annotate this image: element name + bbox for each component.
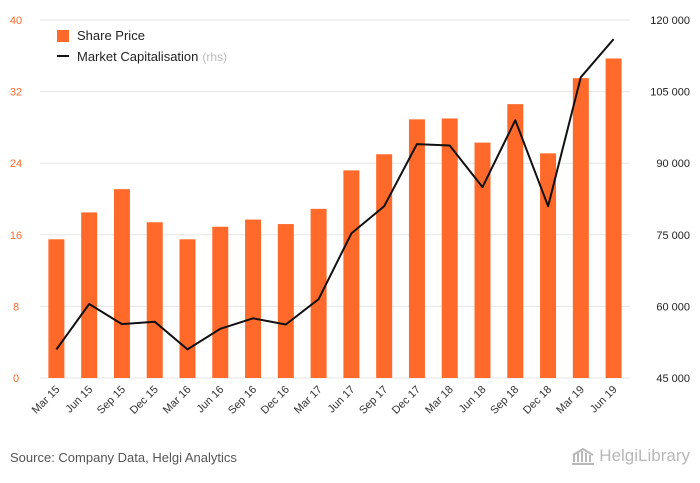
- market-cap-line: [55, 38, 615, 351]
- x-tick-label: Mar 17: [292, 384, 325, 417]
- right-tick-label: 45 000: [656, 373, 690, 385]
- bar-share-price: [48, 239, 65, 378]
- x-axis-labels: Mar 15 Jun 15 Sep 15 Dec 15 Mar 16 Jun 16 Sep …: [30, 384, 620, 417]
- right-tick-label: 105 000: [650, 87, 690, 99]
- x-tick-label: Dec 18: [521, 384, 554, 417]
- share-price-bars: [48, 58, 622, 379]
- bar-share-price: [507, 104, 524, 378]
- library-building-icon: [572, 447, 595, 465]
- x-tick-label: Mar 15: [30, 384, 63, 417]
- x-tick-label: Dec 15: [128, 384, 161, 417]
- helgi-library-logo: HelgiLibrary: [571, 446, 690, 466]
- bar-share-price: [146, 222, 163, 378]
- left-tick-label: 40: [10, 15, 22, 27]
- x-tick-label: Jun 15: [63, 384, 95, 416]
- bar-share-price: [408, 119, 425, 378]
- right-tick-label: 90 000: [656, 158, 690, 170]
- source-note: Source: Company Data, Helgi Analytics: [10, 450, 237, 465]
- left-tick-label: 0: [13, 373, 19, 385]
- x-tick-label: Dec 16: [259, 384, 292, 417]
- legend: Share Price Market Capitalisation (rhs): [57, 28, 227, 64]
- bar-share-price: [441, 118, 458, 378]
- right-tick-label: 120 000: [650, 15, 690, 27]
- x-tick-label: Sep 17: [357, 384, 390, 417]
- bar-share-price: [113, 189, 130, 378]
- bar-share-price: [179, 239, 196, 378]
- x-tick-label: Jun 16: [195, 384, 227, 416]
- left-axis-ticks: 0 8 16 24 32 40: [10, 15, 22, 385]
- bar-share-price: [277, 224, 294, 378]
- right-tick-label: 60 000: [656, 301, 690, 313]
- legend-market-cap-suffix: (rhs): [202, 50, 227, 64]
- logo-text: HelgiLibrary: [599, 446, 690, 465]
- grid-lines: [40, 19, 630, 379]
- x-tick-label: Jun 17: [326, 384, 358, 416]
- bar-share-price: [310, 208, 327, 378]
- x-tick-label: Mar 18: [423, 384, 456, 417]
- x-tick-label: Sep 15: [95, 384, 128, 417]
- legend-swatch-share-price: [57, 30, 69, 42]
- left-tick-label: 24: [10, 158, 22, 170]
- x-tick-label: Jun 19: [588, 384, 620, 416]
- bar-share-price: [376, 154, 393, 378]
- left-tick-label: 8: [13, 301, 19, 313]
- x-tick-label: Sep 18: [488, 384, 521, 417]
- x-tick-label: Mar 16: [161, 384, 194, 417]
- bar-share-price: [343, 170, 360, 378]
- x-tick-label: Dec 17: [390, 384, 423, 417]
- x-tick-label: Mar 19: [554, 384, 587, 417]
- x-tick-label: Jun 18: [457, 384, 489, 416]
- bar-share-price: [540, 153, 557, 378]
- right-axis-ticks: 45 000 60 000 75 000 90 000 105 000 120 000: [650, 15, 690, 385]
- legend-label-share-price: Share Price: [77, 28, 145, 43]
- left-tick-label: 32: [10, 87, 22, 99]
- bar-share-price: [245, 219, 262, 378]
- bar-share-price: [81, 212, 98, 378]
- bar-share-price: [605, 58, 622, 379]
- legend-label-market-cap: Market Capitalisation (rhs): [77, 49, 227, 64]
- chart: 0 8 16 24 32 40 45 000 60 000 75 000 90 000 105 0…: [10, 15, 690, 417]
- bar-share-price: [474, 142, 491, 378]
- right-tick-label: 75 000: [656, 230, 690, 242]
- bar-share-price: [212, 226, 229, 378]
- bar-share-price: [572, 78, 589, 379]
- left-tick-label: 16: [10, 230, 22, 242]
- legend-market-cap-name: Market Capitalisation: [77, 49, 198, 64]
- x-tick-label: Sep 16: [226, 384, 259, 417]
